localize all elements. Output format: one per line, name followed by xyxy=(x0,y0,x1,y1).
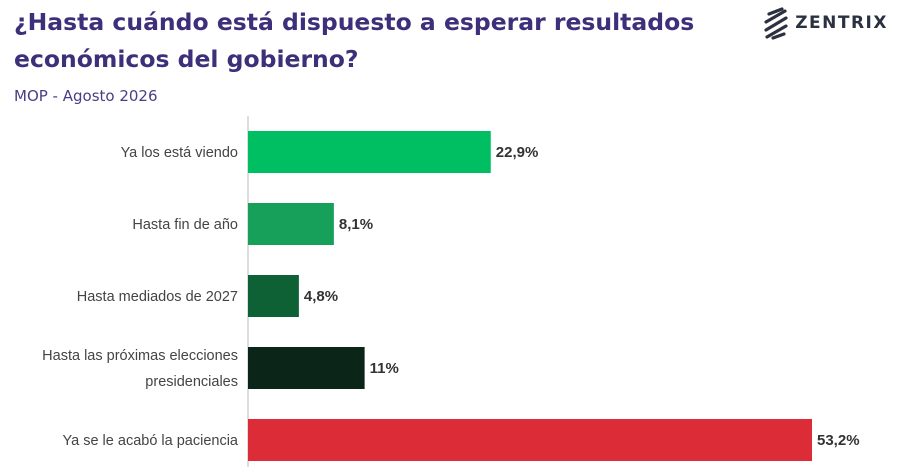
category-label-1: Hasta fin de año xyxy=(132,217,238,233)
value-label-4: 53,2% xyxy=(817,432,860,449)
bar-0 xyxy=(248,131,491,173)
category-label-0: Ya los está viendo xyxy=(121,145,238,161)
value-label-3: 11% xyxy=(370,360,399,377)
bar-1 xyxy=(248,203,334,245)
category-label-4: Ya se le acabó la paciencia xyxy=(63,433,239,449)
category-label-3-line-1: presidenciales xyxy=(145,374,238,390)
category-label-2: Hasta mediados de 2027 xyxy=(77,289,238,305)
brand-logo: ZENTRIX xyxy=(763,6,888,40)
bar-2 xyxy=(248,275,299,317)
chart-title: ¿Hasta cuándo está dispuesto a esperar r… xyxy=(14,8,695,73)
logo-text: ZENTRIX xyxy=(795,13,888,33)
chart-subtitle: MOP - Agosto 2026 xyxy=(14,87,158,105)
bar-3 xyxy=(248,347,365,389)
category-label-3-line-0: Hasta las próximas elecciones xyxy=(42,348,238,364)
zentrix-logo-icon xyxy=(764,7,788,40)
value-label-0: 22,9% xyxy=(496,144,539,161)
value-label-2: 4,8% xyxy=(304,288,338,305)
value-label-1: 8,1% xyxy=(339,216,373,233)
bar-4 xyxy=(248,419,812,461)
